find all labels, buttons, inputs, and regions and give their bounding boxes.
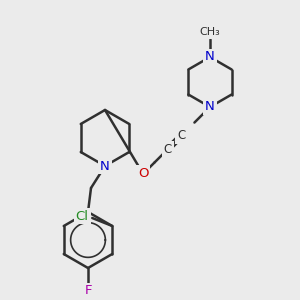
Text: C: C (164, 142, 172, 155)
Text: F: F (84, 284, 92, 298)
Text: N: N (205, 100, 215, 113)
Text: C: C (177, 129, 185, 142)
Text: CH₃: CH₃ (200, 27, 220, 37)
Text: N: N (100, 160, 110, 172)
Text: O: O (138, 167, 148, 180)
Text: N: N (205, 50, 215, 64)
Text: Cl: Cl (76, 209, 89, 223)
